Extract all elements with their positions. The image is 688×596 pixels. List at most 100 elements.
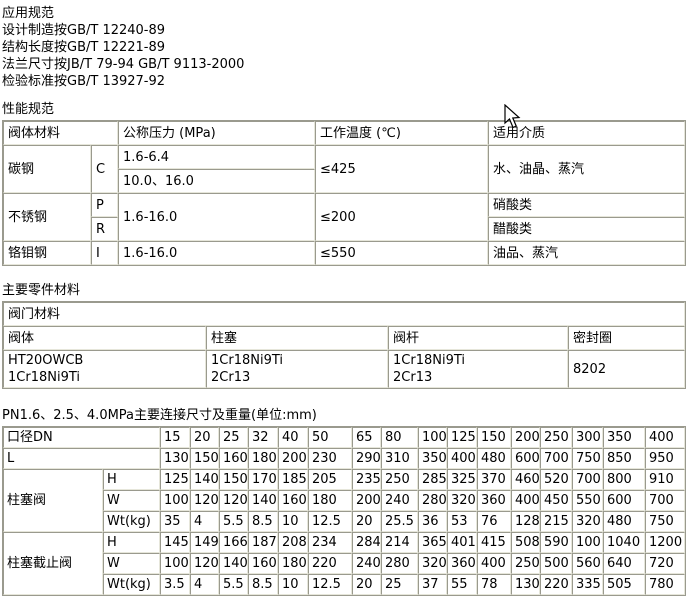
carbon-temperature: ≤425 — [315, 145, 489, 193]
row-label-wt: Wt(kg) — [103, 574, 160, 595]
parts-table: 阀门材料 阀体 柱塞 阀杆 密封圈 HT20OWCB 1Cr18Ni9Ti 1C… — [2, 301, 686, 389]
table-row: 阀门材料 — [3, 302, 685, 326]
stainless-code-b: R — [91, 217, 119, 241]
table-row: 柱塞截止阀 H 145 149 166 187 208 234 284 214 365 401 41… — [3, 532, 685, 595]
value-cell: 80 — [381, 427, 418, 448]
parts-group-header: 阀门材料 — [3, 302, 685, 326]
table-row: 不锈钢 P 1.6-16.0 ≤200 硝酸类 — [3, 193, 685, 241]
value-cell: 36 — [418, 511, 447, 532]
value-cell: 550 — [572, 490, 603, 511]
dimensions-section-title: PN1.6、2.5、4.0MPa主要连接尺寸及重量(单位:mm) — [2, 408, 317, 423]
value-cell: 220 — [308, 553, 352, 574]
value-cell: 149 — [190, 532, 219, 553]
value-cell: 780 — [645, 574, 685, 595]
value-cell: 180 — [248, 448, 278, 469]
row-label-h: H — [103, 532, 160, 553]
value-cell: 240 — [381, 490, 418, 511]
stainless-steel-name: 不锈钢 — [3, 193, 91, 241]
value-cell: 700 — [645, 490, 685, 511]
value-cell: 280 — [381, 553, 418, 574]
table-row: Wt(kg) 35 4 5.5 8.5 10 12.5 20 25.5 36 53 76 128 215… — [3, 511, 685, 532]
plunger-valve-name: 柱塞阀 — [3, 469, 103, 532]
row-label-wt: Wt(kg) — [103, 511, 160, 532]
stem-materials: 1Cr18Ni9Ti 2Cr13 — [388, 350, 568, 388]
value-cell: 800 — [603, 469, 645, 490]
value-cell: 120 — [190, 490, 219, 511]
value-cell: 325 — [447, 469, 477, 490]
value-cell: 3.5 — [160, 574, 190, 595]
table-row: W 100 120 120 140 160 180 200 240 280 320 360 400 45… — [3, 490, 685, 511]
value-cell: 600 — [603, 490, 645, 511]
value-cell: 55 — [447, 574, 477, 595]
value-cell: 335 — [572, 574, 603, 595]
table-row: 阀体材料 公称压力 (MPa) 工作温度 (℃) 适用介质 — [3, 121, 685, 145]
header-pressure: 公称压力 (MPa) — [118, 121, 316, 145]
value-cell: 450 — [540, 490, 572, 511]
seal-ring-material: 8202 — [568, 350, 685, 388]
value-cell: 320 — [418, 553, 447, 574]
chromemoly-name: 铬钼钢 — [3, 241, 91, 265]
value-cell: 360 — [477, 490, 511, 511]
value-cell: 280 — [418, 490, 447, 511]
plunger-materials: 1Cr18Ni9Ti 2Cr13 — [206, 350, 388, 388]
body-materials: HT20OWCB 1Cr18Ni9Ti — [3, 350, 206, 388]
value-cell: 100 — [418, 427, 447, 448]
table-row: L 130 150 160 180 200 230 290 310 350 400 480 600 70… — [3, 448, 685, 469]
value-cell: 320 — [572, 511, 603, 532]
table-row: 柱塞阀 H 125 140 150 170 185 205 235 250 285 325 370 4… — [3, 469, 685, 532]
value-cell: 125 — [447, 427, 477, 448]
value-cell: 370 — [477, 469, 511, 490]
table-row: Wt(kg) 3.5 4 5.5 8.5 10 12.5 20 25 37 55 78 130 220 3… — [3, 574, 685, 595]
application-line: 检验标准按GB/T 13927-92 — [2, 74, 166, 89]
value-cell: 4 — [190, 511, 219, 532]
value-cell: 505 — [603, 574, 645, 595]
value-cell: 600 — [511, 448, 540, 469]
header-seal-ring: 密封圈 — [568, 326, 685, 350]
dn-label: 口径DN — [3, 427, 160, 448]
value-cell: 520 — [540, 469, 572, 490]
value-cell: 850 — [603, 448, 645, 469]
value-cell: 250 — [540, 427, 572, 448]
chromemoly-pressure: 1.6-16.0 — [118, 241, 316, 265]
value-cell: 160 — [248, 553, 278, 574]
value-cell: 400 — [645, 427, 685, 448]
value-cell: 140 — [190, 469, 219, 490]
value-cell: 187 — [248, 532, 278, 553]
stainless-pressure: 1.6-16.0 — [118, 193, 316, 241]
value-cell: 360 — [447, 553, 477, 574]
row-label-w: W — [103, 490, 160, 511]
value-cell: 50 — [308, 427, 352, 448]
value-cell: 1200 — [645, 532, 685, 553]
value-cell: 208 — [278, 532, 308, 553]
value-cell: 160 — [219, 448, 248, 469]
value-cell: 350 — [418, 448, 447, 469]
header-material: 阀体材料 — [3, 121, 119, 145]
carbon-pressure-a: 1.6-6.4 — [118, 145, 316, 169]
value-cell: 8.5 — [248, 511, 278, 532]
value-cell: 25.5 — [381, 511, 418, 532]
value-cell: 720 — [645, 553, 685, 574]
value-cell: 750 — [572, 448, 603, 469]
value-cell: 120 — [219, 490, 248, 511]
value-cell: 200 — [278, 448, 308, 469]
chromemoly-media: 油品、蒸汽 — [488, 241, 685, 265]
value-cell: 166 — [219, 532, 248, 553]
value-cell: 15 — [160, 427, 190, 448]
value-cell: 65 — [352, 427, 381, 448]
value-cell: 140 — [219, 553, 248, 574]
value-cell: 500 — [540, 553, 572, 574]
value-cell: 185 — [278, 469, 308, 490]
value-cell: 1040 — [603, 532, 645, 553]
value-cell: 140 — [248, 490, 278, 511]
header-plunger: 柱塞 — [206, 326, 388, 350]
value-cell: 25 — [219, 427, 248, 448]
value-cell: 4 — [190, 574, 219, 595]
value-cell: 310 — [381, 448, 418, 469]
stainless-code-a: P — [91, 193, 119, 217]
table-row: 铬钼钢 I 1.6-16.0 ≤550 油品、蒸汽 — [3, 241, 685, 265]
value-cell: 200 — [352, 490, 381, 511]
table-row: 碳钢 C 1.6-6.4 ≤425 水、油晶、蒸汽 — [3, 145, 685, 193]
value-cell: 53 — [447, 511, 477, 532]
value-cell: 5.5 — [219, 511, 248, 532]
